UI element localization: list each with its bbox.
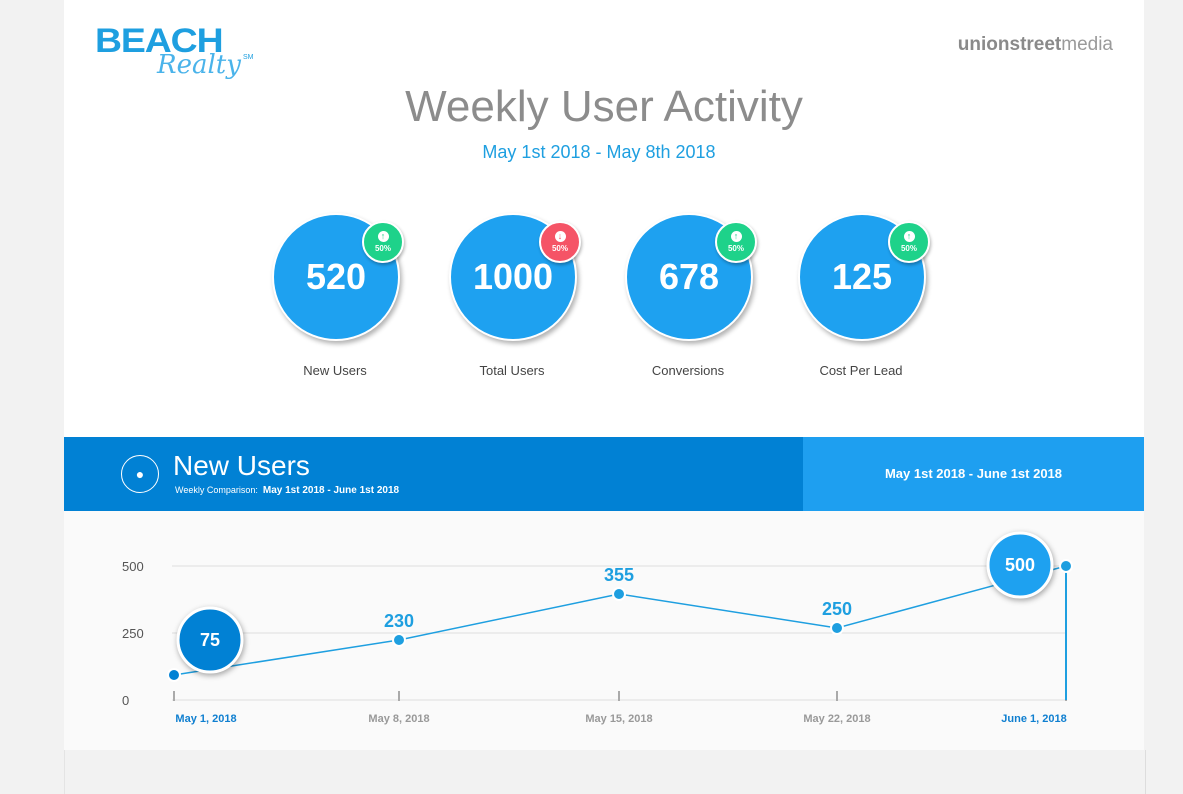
data-label: 250 (822, 599, 852, 619)
section-header: ● New Users Weekly Comparison: May 1st 2… (64, 437, 803, 511)
x-tick-label: May 1, 2018 (175, 713, 236, 725)
kpi-value: 678 (658, 256, 720, 297)
unionstreet-media-logo: unionstreetmedia (958, 34, 1113, 56)
beach-realty-logo: BEACH Realty SM (95, 22, 254, 80)
arrow-up-icon: ↑ (377, 230, 389, 242)
kpi-value: 1000 (472, 256, 554, 297)
arrow-up-icon: ↑ (903, 230, 915, 242)
x-tick-label: May 8, 2018 (368, 713, 429, 725)
kpi-3: 125 ↑ 50% Cost Per Lead (798, 213, 930, 378)
change-value: 50% (900, 243, 917, 253)
y-tick-label: 250 (122, 626, 144, 641)
change-value: 50% (374, 243, 391, 253)
kpi-value: 125 (831, 256, 893, 297)
new-users-chart: 0 250 500 May 1, 2018 May 8, 2018 May 15, 201… (64, 511, 1144, 750)
data-point[interactable] (167, 668, 181, 682)
kpi-circle: 125 ↑ 50% (798, 213, 930, 341)
kpi-2: 678 ↑ 50% Conversions (625, 213, 757, 378)
change-badge: ↑ 50% (715, 221, 757, 263)
data-label: 500 (1005, 555, 1035, 575)
change-value: 50% (727, 243, 744, 253)
change-value: 50% (551, 243, 568, 253)
data-label: 230 (384, 611, 414, 631)
page-title: Weekly User Activity (405, 82, 803, 131)
arrow-up-icon: ↑ (730, 230, 742, 242)
x-tick-label: May 22, 2018 (803, 713, 870, 725)
kpi-circle: 520 ↑ 50% (272, 213, 404, 341)
kpi-1: 1000 ↓ 50% Total Users (449, 213, 581, 378)
header-card (64, 0, 1144, 437)
range-selector[interactable]: May 1st 2018 - June 1st 2018 (803, 437, 1144, 511)
date-range: May 1st 2018 - May 8th 2018 (482, 142, 716, 162)
data-label: 355 (604, 565, 634, 585)
data-point[interactable] (612, 587, 626, 601)
section-title: New Users (173, 450, 310, 481)
change-badge: ↓ 50% (539, 221, 581, 263)
data-label-bubble (176, 606, 244, 674)
x-tick-label: May 15, 2018 (585, 713, 652, 725)
footer-area (64, 750, 1146, 794)
x-tick-label: June 1, 2018 (1001, 713, 1066, 725)
logo-sm: SM (243, 54, 254, 61)
kpi-0: 520 ↑ 50% New Users (272, 213, 404, 378)
section-sub-label: Weekly Comparison: (175, 485, 258, 495)
data-label-bubble (986, 531, 1054, 599)
section-sub-range: May 1st 2018 - June 1st 2018 (262, 485, 400, 496)
arrow-down-icon: ↓ (554, 230, 566, 242)
kpi-label: Total Users (479, 363, 545, 378)
data-point[interactable] (830, 621, 844, 635)
change-badge: ↑ 50% (362, 221, 404, 263)
kpi-circle: 1000 ↓ 50% (449, 213, 581, 341)
data-point[interactable] (1059, 559, 1073, 573)
kpi-circle: 678 ↑ 50% (625, 213, 757, 341)
kpi-value: 520 (305, 256, 367, 297)
kpi-label: New Users (303, 363, 367, 378)
kpi-label: Conversions (651, 363, 725, 378)
data-point[interactable] (392, 633, 406, 647)
change-badge: ↑ 50% (888, 221, 930, 263)
partner-b: media (1061, 34, 1113, 55)
partner-a: unionstreet (957, 34, 1062, 55)
data-label: 75 (200, 630, 220, 650)
y-tick-label: 500 (122, 559, 144, 574)
y-tick-label: 0 (122, 693, 129, 708)
user-icon: ● (121, 455, 159, 493)
kpi-label: Cost Per Lead (819, 363, 903, 378)
